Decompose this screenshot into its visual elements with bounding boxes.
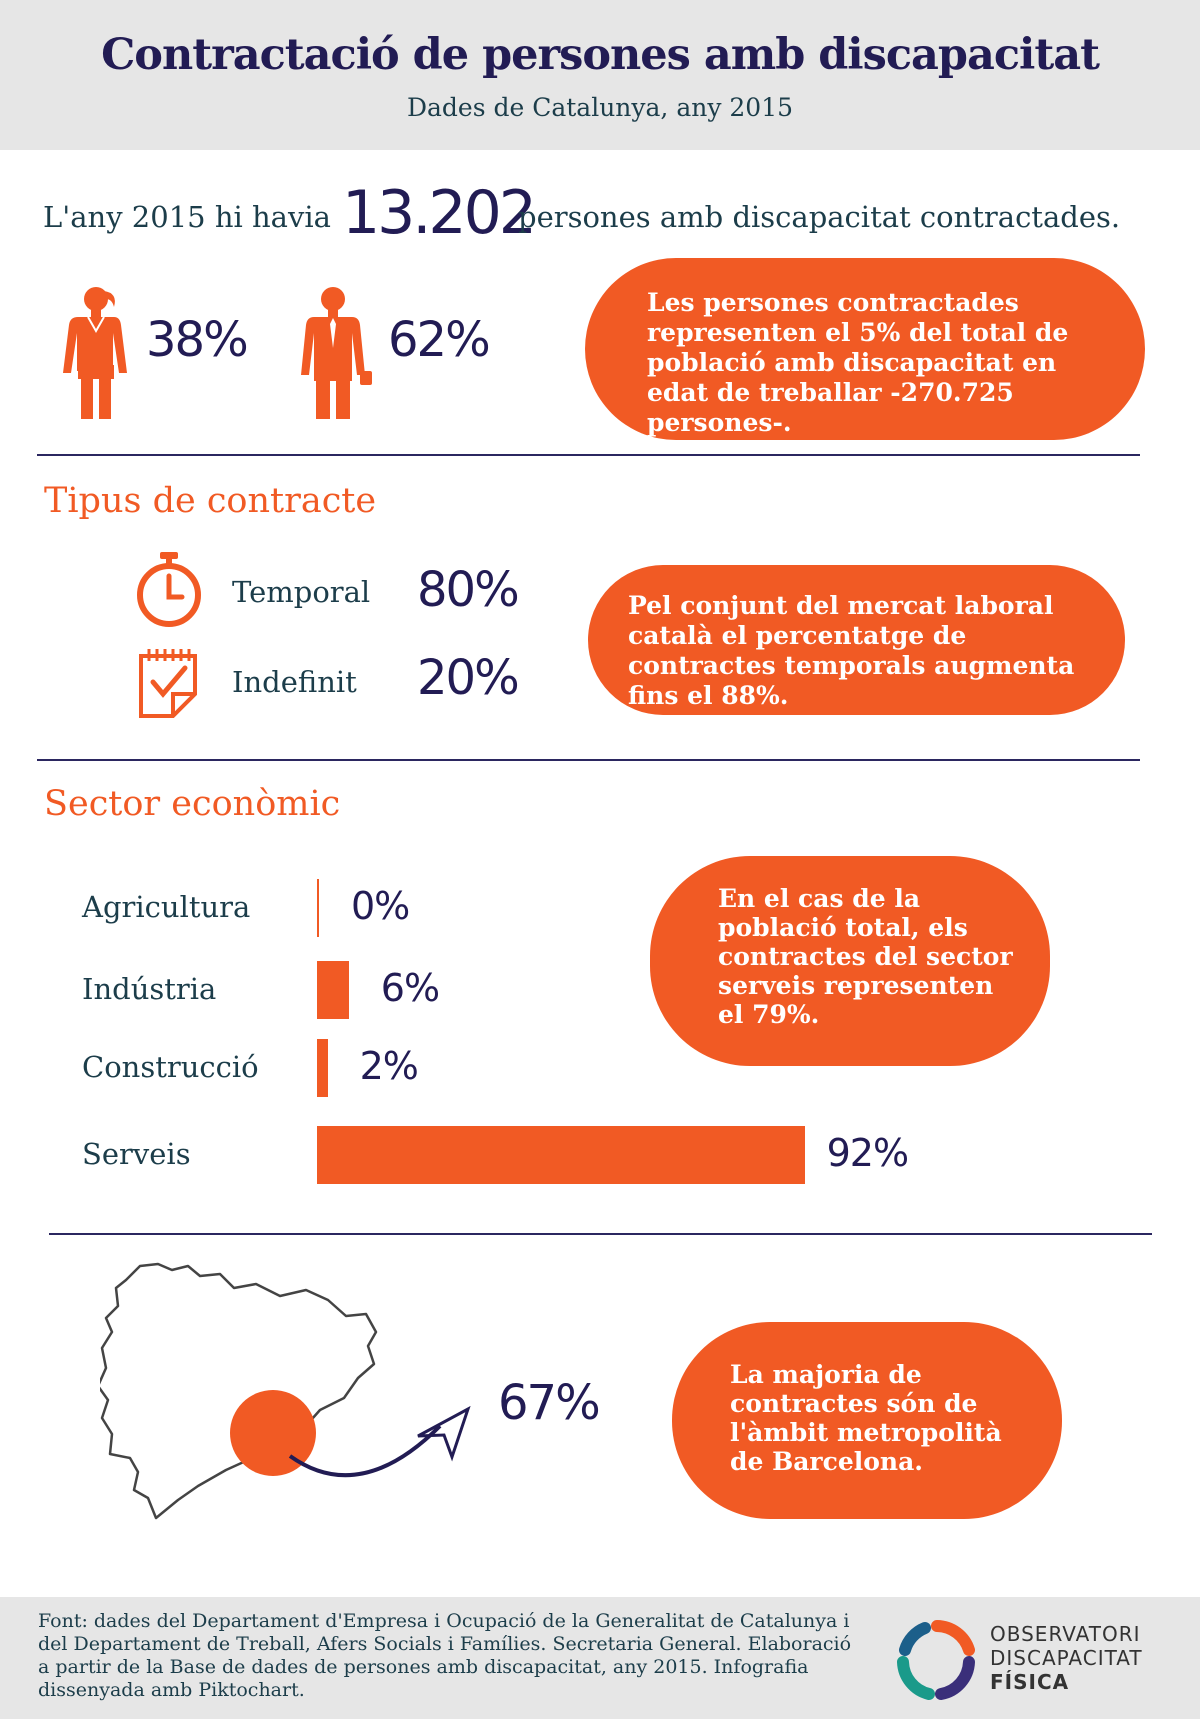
sector-note-text: En el cas de la població total, els cont… xyxy=(718,884,1013,1029)
sector-bar xyxy=(317,879,319,937)
women-percentage: 38% xyxy=(146,312,249,368)
divider xyxy=(37,454,1140,456)
sector-bar xyxy=(317,1126,805,1184)
sector-label: Serveis xyxy=(82,1137,191,1171)
logo-line-1: OBSERVATORI xyxy=(990,1622,1141,1646)
sector-bar xyxy=(317,961,349,1019)
page-subtitle: Dades de Catalunya, any 2015 xyxy=(406,93,794,122)
sector-value-label: 2% xyxy=(359,1044,419,1088)
total-contracts-number: 13.202 xyxy=(342,178,537,248)
gender-note-bubble: Les persones contractades representen el… xyxy=(585,258,1145,440)
intro-prefix: L'any 2015 hi havia xyxy=(43,200,331,234)
observatori-logo-text: OBSERVATORI DISCAPACITAT FÍSICA xyxy=(990,1622,1143,1694)
sector-value-label: 92% xyxy=(826,1131,909,1175)
calendar-check-icon xyxy=(139,649,197,718)
region-note-text: La majoria de contractes són de l'àmbit … xyxy=(730,1360,1002,1476)
sectors-title: Sector econòmic xyxy=(44,784,341,824)
metropolitan-percentage: 67% xyxy=(498,1375,601,1431)
barcelona-area-dot xyxy=(230,1390,316,1476)
footer-band xyxy=(0,1597,1200,1719)
catalonia-map xyxy=(100,1262,471,1520)
region-note-bubble: La majoria de contractes són de l'àmbit … xyxy=(672,1322,1062,1519)
contract-type-label-temporal: Temporal xyxy=(232,575,371,609)
contract-type-value-temporal: 80% xyxy=(417,562,520,618)
contract-note-text: Pel conjunt del mercat laboral català el… xyxy=(628,591,1075,710)
sector-value-label: 0% xyxy=(351,884,410,928)
sector-value-label: 6% xyxy=(380,966,440,1010)
gender-note-text: Les persones contractades representen el… xyxy=(647,288,1069,437)
man-icon xyxy=(301,287,372,419)
observatori-logo-icon xyxy=(897,1620,975,1700)
source-note: Font: dades del Departament d'Empresa i … xyxy=(38,1610,852,1701)
sector-label: Agricultura xyxy=(82,890,251,924)
contract-note-bubble: Pel conjunt del mercat laboral català el… xyxy=(588,565,1125,715)
logo-line-3: FÍSICA xyxy=(990,1670,1070,1694)
sector-bar xyxy=(317,1039,328,1097)
woman-icon xyxy=(63,287,127,419)
page-title: Contractació de persones amb discapacita… xyxy=(101,30,1100,80)
men-percentage: 62% xyxy=(388,312,491,368)
divider xyxy=(49,1233,1152,1235)
sector-note-bubble: En el cas de la població total, els cont… xyxy=(650,856,1050,1066)
divider xyxy=(37,759,1140,761)
sector-label: Indústria xyxy=(82,972,217,1006)
contract-type-label-indefinit: Indefinit xyxy=(232,665,357,699)
intro-suffix: persones amb discapacitat contractades. xyxy=(518,200,1121,234)
sector-label: Construcció xyxy=(82,1050,259,1084)
contract-types-title: Tipus de contracte xyxy=(44,481,377,521)
logo-line-2: DISCAPACITAT xyxy=(990,1646,1143,1670)
contract-type-value-indefinit: 20% xyxy=(417,650,520,706)
header-band xyxy=(0,0,1200,150)
stopwatch-icon xyxy=(137,552,201,627)
